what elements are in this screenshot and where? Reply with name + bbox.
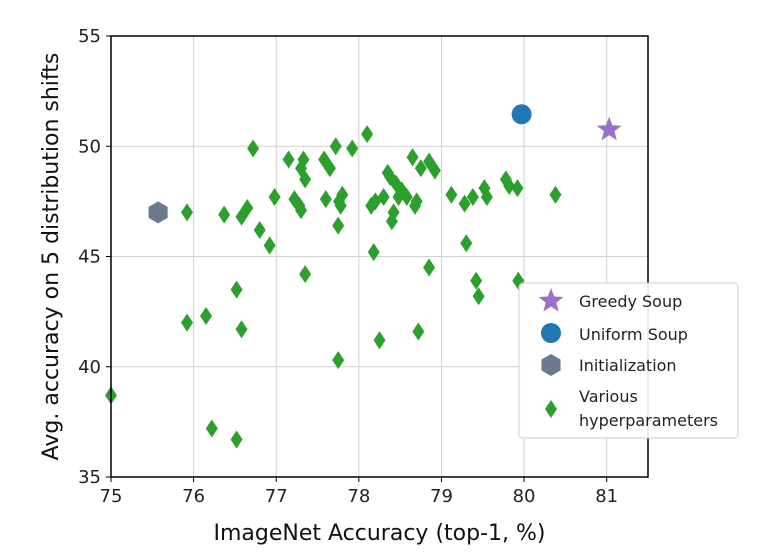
various-hyperparameters-point xyxy=(253,221,266,240)
various-hyperparameters-point xyxy=(181,313,194,332)
various-hyperparameters-point xyxy=(323,159,336,178)
legend-label: Greedy Soup xyxy=(579,292,682,311)
various-hyperparameters-point xyxy=(205,419,218,438)
various-hyperparameters-point xyxy=(230,430,243,449)
various-hyperparameters-point xyxy=(268,187,281,206)
various-hyperparameters-point xyxy=(299,265,312,284)
various-hyperparameters-point xyxy=(329,137,342,156)
various-hyperparameters-point xyxy=(428,161,441,180)
various-hyperparameters-point xyxy=(470,271,483,290)
legend: Greedy Soup Uniform Soup Initialization Var… xyxy=(518,282,739,439)
various-hyperparameters-point xyxy=(387,203,400,222)
various-hyperparameters-point xyxy=(282,150,295,169)
y-tick-label: 40 xyxy=(78,357,101,378)
various-hyperparameters-point xyxy=(458,194,471,213)
uniform-soup-point xyxy=(511,104,532,125)
initialization-point xyxy=(148,201,168,224)
various-hyperparameters-point xyxy=(247,139,260,158)
various-hyperparameters-point xyxy=(235,320,248,339)
various-hyperparameters-point xyxy=(319,190,332,209)
various-hyperparameters-point xyxy=(400,187,413,206)
x-axis-label: ImageNet Accuracy (top-1, %) xyxy=(214,521,546,546)
various-hyperparameters-point xyxy=(297,150,310,169)
x-tick-label: 76 xyxy=(182,486,205,507)
x-tick-label: 80 xyxy=(513,486,536,507)
legend-label: Various xyxy=(579,387,638,406)
various-hyperparameters-point xyxy=(373,331,386,350)
various-hyperparameters-point xyxy=(503,176,516,195)
legend-various-hyperparameters-marker xyxy=(545,400,557,418)
y-axis-label: Avg. accuracy on 5 distribution shifts xyxy=(39,53,64,461)
x-tick-label: 75 xyxy=(100,486,123,507)
various-hyperparameters-point xyxy=(480,187,493,206)
y-tick-label: 55 xyxy=(78,26,101,47)
various-hyperparameters-point xyxy=(332,351,345,370)
various-hyperparameters-point xyxy=(445,185,458,204)
various-hyperparameters-point xyxy=(336,185,349,204)
various-hyperparameters-point xyxy=(377,187,390,206)
various-hyperparameters-point xyxy=(299,170,312,189)
various-hyperparameters-point xyxy=(181,203,194,222)
legend-label: Initialization xyxy=(579,356,677,375)
axis-ticks: 75 76 77 78 79 80 81 35 40 45 50 55 xyxy=(78,26,618,507)
legend-box xyxy=(518,282,739,439)
various-hyperparameters-point xyxy=(200,307,213,326)
various-hyperparameters-point xyxy=(263,236,276,255)
various-hyperparameters-point xyxy=(230,280,243,299)
various-hyperparameters-point xyxy=(295,201,308,220)
various-hyperparameters-point xyxy=(346,139,359,158)
various-hyperparameters-point xyxy=(410,192,423,211)
y-tick-label: 35 xyxy=(78,467,101,488)
data-points xyxy=(105,104,622,449)
x-tick-label: 81 xyxy=(595,486,618,507)
various-hyperparameters-point xyxy=(367,243,380,262)
various-hyperparameters-point xyxy=(332,216,345,235)
various-hyperparameters-point xyxy=(361,125,374,144)
x-tick-label: 79 xyxy=(430,486,453,507)
various-hyperparameters-point xyxy=(549,185,562,204)
legend-greedy-soup-marker xyxy=(538,288,564,312)
legend-uniform-soup-marker xyxy=(541,323,561,343)
various-hyperparameters-point xyxy=(414,159,427,178)
various-hyperparameters-point xyxy=(511,179,524,198)
x-tick-label: 78 xyxy=(347,486,370,507)
various-hyperparameters-point xyxy=(218,205,231,224)
greedy-soup-point xyxy=(596,116,622,141)
various-hyperparameters-point xyxy=(460,234,473,253)
various-hyperparameters-point xyxy=(472,287,485,306)
legend-initialization-marker xyxy=(541,354,561,376)
various-hyperparameters-point xyxy=(466,187,479,206)
legend-label: Uniform Soup xyxy=(579,325,688,344)
various-hyperparameters-point xyxy=(423,258,436,277)
y-tick-label: 50 xyxy=(78,136,101,157)
various-hyperparameters-point xyxy=(241,198,254,217)
various-hyperparameters-point xyxy=(406,148,419,167)
x-tick-label: 77 xyxy=(265,486,288,507)
various-hyperparameters-point xyxy=(412,322,425,341)
y-tick-label: 45 xyxy=(78,247,101,268)
legend-label: hyperparameters xyxy=(579,411,718,430)
